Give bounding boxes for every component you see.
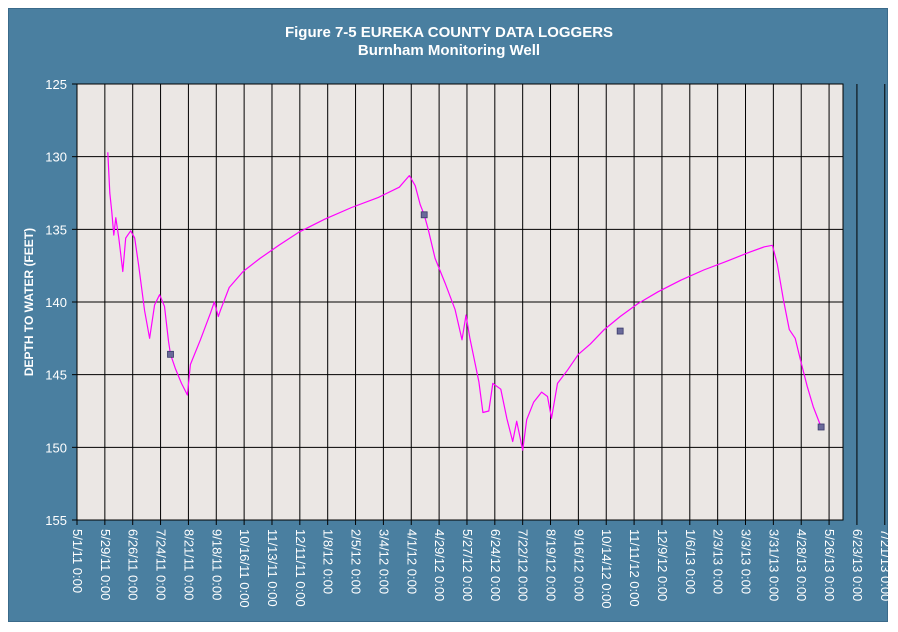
x-tick-label: 7/24/11 0:00 xyxy=(154,529,169,600)
x-tick-label: 5/27/12 0:00 xyxy=(460,529,475,601)
chart-canvas: 125 130 135 140 145 150 155 5/1/11 0:00 5/29/11… xyxy=(22,77,889,609)
x-tick-label: 11/11/12 0:00 xyxy=(627,529,642,607)
x-tick-label: 9/18/11 0:00 xyxy=(209,529,224,600)
y-tick-label: 135 xyxy=(45,222,67,237)
x-tick-label: 1/6/13 0:00 xyxy=(683,529,698,594)
x-tick-label: 3/4/12 0:00 xyxy=(376,529,391,594)
x-tick-label: 12/11/11 0:00 xyxy=(293,529,308,607)
series-line xyxy=(107,152,822,451)
marker-layer xyxy=(167,211,825,431)
x-tick-label: 4/29/12 0:00 xyxy=(432,529,447,601)
grid xyxy=(76,83,886,521)
chart-subtitle: Burnham Monitoring Well xyxy=(357,42,541,59)
data-marker xyxy=(817,423,825,431)
x-tick-label: 1/8/12 0:00 xyxy=(321,529,336,594)
y-tick-label: 140 xyxy=(45,295,67,310)
x-tick-label: 4/28/13 0:00 xyxy=(794,529,809,601)
x-tick-label: 6/24/12 0:00 xyxy=(488,529,503,601)
chart-frame: 125 130 135 140 145 150 155 5/1/11 0:00 5/29/11… xyxy=(8,8,889,622)
data-marker xyxy=(167,350,174,358)
y-axis-title: DEPTH TO WATER (FEET) xyxy=(22,228,36,376)
data-marker xyxy=(616,327,624,335)
x-tick-label: 12/9/12 0:00 xyxy=(655,529,670,601)
x-tick-label: 4/1/12 0:00 xyxy=(404,529,419,594)
x-tick-label: 8/19/12 0:00 xyxy=(544,529,559,601)
x-tick-label: 6/26/11 0:00 xyxy=(126,529,141,600)
x-axis: 5/1/11 0:00 5/29/11 0:00 6/26/11 0:00 7/24/… xyxy=(70,520,889,609)
x-tick-label: 10/14/12 0:00 xyxy=(599,529,614,609)
y-tick-label: 145 xyxy=(45,368,67,383)
y-tick-label: 130 xyxy=(45,150,67,165)
x-tick-label: 2/5/12 0:00 xyxy=(349,529,364,594)
data-marker xyxy=(420,211,428,219)
x-tick-label: 6/23/13 0:00 xyxy=(850,529,865,601)
x-tick-label: 8/21/11 0:00 xyxy=(181,529,196,600)
series-layer xyxy=(107,152,822,451)
chart-title: Figure 7-5 EUREKA COUNTY DATA LOGGERS xyxy=(284,24,614,41)
x-tick-label: 10/16/11 0:00 xyxy=(237,529,252,608)
x-tick-label: 2/3/13 0:00 xyxy=(711,529,726,594)
y-tick-label: 155 xyxy=(45,513,67,528)
x-tick-label: 5/29/11 0:00 xyxy=(98,529,113,600)
y-tick-label: 150 xyxy=(45,440,67,455)
y-tick-label: 125 xyxy=(45,77,67,92)
x-tick-label: 9/16/12 0:00 xyxy=(571,529,586,601)
x-tick-label: 5/1/11 0:00 xyxy=(70,529,85,593)
x-tick-label: 7/22/12 0:00 xyxy=(516,529,531,601)
chart-title-block: Figure 7-5 EUREKA COUNTY DATA LOGGERS Bu… xyxy=(9,24,889,60)
y-axis: 125 130 135 140 145 150 155 xyxy=(45,77,77,528)
x-tick-label: 3/3/13 0:00 xyxy=(739,529,754,594)
x-tick-label: 7/21/13 0:00 xyxy=(878,529,889,601)
x-tick-label: 5/26/13 0:00 xyxy=(822,529,837,601)
x-tick-label: 3/31/13 0:00 xyxy=(766,529,781,601)
x-tick-label: 11/13/11 0:00 xyxy=(265,529,280,607)
